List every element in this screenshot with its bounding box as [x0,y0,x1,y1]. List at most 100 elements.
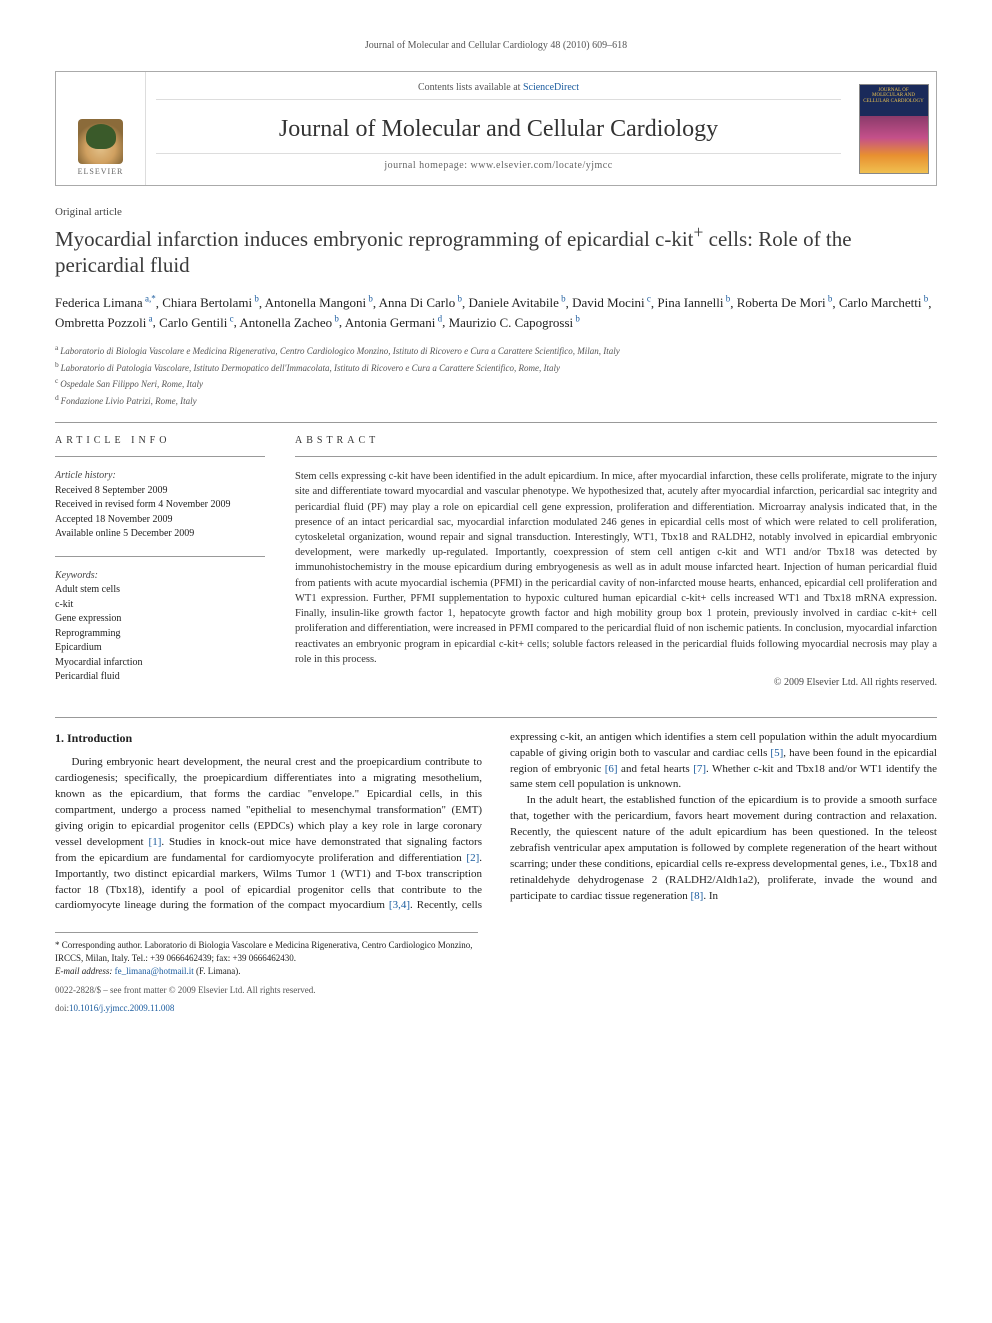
author: Chiara Bertolami b [162,295,259,310]
author-name: Ombretta Pozzoli [55,315,146,330]
affiliation-line: c Ospedale San Filippo Neri, Rome, Italy [55,375,937,392]
ref-link-7[interactable]: [7] [693,763,706,775]
affiliation-marker: c [55,376,60,385]
author-name: Antonella Zacheo [239,315,332,330]
author-name: Federica Limana [55,295,143,310]
author-name: Carlo Gentili [159,315,227,330]
divider [55,456,265,457]
divider [55,717,937,718]
intro-text: . In [703,890,718,902]
author-affiliation-marker: b [573,313,580,323]
homepage-prefix: journal homepage: [384,160,470,171]
author-affiliation-marker: c [645,294,651,304]
affiliation-marker: a [55,343,60,352]
email-line: E-mail address: fe_limana@hotmail.it (F.… [55,965,478,978]
article-history-block: Article history: Received 8 September 20… [55,469,265,542]
sciencedirect-link[interactable]: ScienceDirect [523,82,579,93]
abstract-text: Stem cells expressing c-kit have been id… [295,469,937,667]
author: Roberta De Mori b [737,295,833,310]
intro-heading: 1. Introduction [55,730,482,747]
ref-link-2[interactable]: [2] [466,852,479,864]
corresponding-author-note: * Corresponding author. Laboratorio di B… [55,939,478,964]
article-type: Original article [55,206,937,218]
journal-cover-thumbnail: JOURNAL OF MOLECULAR AND CELLULAR CARDIO… [859,84,929,174]
contents-prefix: Contents lists available at [418,82,523,93]
author-affiliation-marker: a [146,313,152,323]
article-info-column: ARTICLE INFO Article history: Received 8… [55,435,265,699]
author-name: Pina Iannelli [657,295,723,310]
author: Pina Iannelli b [657,295,730,310]
author: Maurizio C. Capogrossi b [449,315,580,330]
abstract-label: ABSTRACT [295,435,937,446]
info-abstract-row: ARTICLE INFO Article history: Received 8… [55,435,937,699]
affiliation-line: a Laboratorio di Biologia Vascolare e Me… [55,342,937,359]
corresponding-marker: * [151,294,156,304]
elsevier-tree-icon [78,119,123,164]
affiliation-line: d Fondazione Livio Patrizi, Rome, Italy [55,392,937,409]
author: David Mocini c [572,295,651,310]
author: Daniele Avitabile b [468,295,565,310]
footnotes: * Corresponding author. Laboratorio di B… [55,932,478,977]
doi-link[interactable]: 10.1016/j.yjmcc.2009.11.008 [69,1003,174,1013]
author-name: Carlo Marchetti [839,295,922,310]
history-line: Available online 5 December 2009 [55,527,265,542]
intro-paragraph-2: In the adult heart, the established func… [510,793,937,905]
author-name: Daniele Avitabile [468,295,558,310]
homepage-url[interactable]: www.elsevier.com/locate/yjmcc [471,160,613,171]
author: Antonella Zacheo b [239,315,339,330]
keyword: Epicardium [55,641,265,656]
keyword: Adult stem cells [55,583,265,598]
affiliation-marker: b [55,360,61,369]
ref-link-8[interactable]: [8] [691,890,704,902]
ref-link-6[interactable]: [6] [605,763,618,775]
running-header: Journal of Molecular and Cellular Cardio… [55,40,937,51]
divider [55,556,265,557]
keywords-heading: Keywords: [55,569,265,584]
body-two-column: 1. Introduction During embryonic heart d… [55,730,937,915]
keyword: Myocardial infarction [55,656,265,671]
divider [55,422,937,423]
author-affiliation-marker: c [227,313,233,323]
author-affiliation-marker: b [455,294,462,304]
author-name: Maurizio C. Capogrossi [449,315,574,330]
article-title: Myocardial infarction induces embryonic … [55,222,937,279]
cover-thumb-cell: JOURNAL OF MOLECULAR AND CELLULAR CARDIO… [851,72,936,185]
cover-title-text: JOURNAL OF MOLECULAR AND CELLULAR CARDIO… [863,88,925,105]
author: Antonella Mangoni b [265,295,373,310]
author-name: Anna Di Carlo [379,295,456,310]
title-part1: Myocardial infarction induces embryonic … [55,227,694,251]
author-name: Chiara Bertolami [162,295,252,310]
author-name: Antonia Germani [345,315,436,330]
author-email-link[interactable]: fe_limana@hotmail.it [115,966,194,976]
author: Ombretta Pozzoli a [55,315,153,330]
journal-homepage-line: journal homepage: www.elsevier.com/locat… [156,153,841,171]
ref-link-3-4[interactable]: [3,4] [389,899,410,911]
keyword: Reprogramming [55,627,265,642]
author: Federica Limana a,* [55,295,156,310]
author-name: Roberta De Mori [737,295,826,310]
intro-text: During embryonic heart development, the … [55,756,482,848]
history-line: Accepted 18 November 2009 [55,513,265,528]
ref-link-1[interactable]: [1] [149,836,162,848]
affiliation-list: a Laboratorio di Biologia Vascolare e Me… [55,342,937,408]
abstract-column: ABSTRACT Stem cells expressing c-kit hav… [295,435,937,699]
doi-line: doi:10.1016/j.yjmcc.2009.11.008 [55,1003,937,1013]
journal-title-cell: Contents lists available at ScienceDirec… [146,72,851,185]
author-name: David Mocini [572,295,645,310]
history-heading: Article history: [55,469,265,484]
email-suffix: (F. Limana). [194,966,241,976]
keyword: Gene expression [55,612,265,627]
author-affiliation-marker: a,* [143,294,156,304]
bottom-issn-line: 0022-2828/$ – see front matter © 2009 El… [55,985,937,995]
publisher-name: ELSEVIER [78,167,124,176]
affiliation-line: b Laboratorio di Patologia Vascolare, Is… [55,359,937,376]
author-list: Federica Limana a,*, Chiara Bertolami b,… [55,293,937,333]
author-affiliation-marker: b [921,294,928,304]
intro-text: and fetal hearts [618,763,694,775]
author-affiliation-marker: b [559,294,566,304]
keywords-block: Keywords: Adult stem cellsc-kitGene expr… [55,569,265,685]
author: Anna Di Carlo b [379,295,462,310]
affiliation-marker: d [55,393,61,402]
author-affiliation-marker: b [724,294,731,304]
ref-link-5[interactable]: [5] [770,747,783,759]
